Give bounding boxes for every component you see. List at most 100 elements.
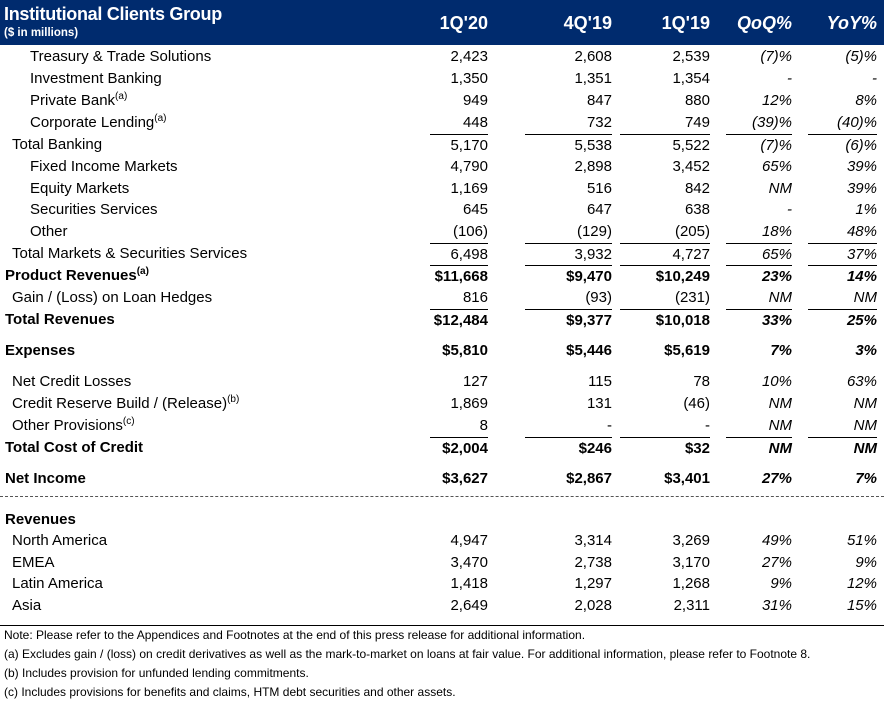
footnote-c: (c) Includes provisions for benefits and… — [4, 685, 456, 699]
table-subtitle: ($ in millions) — [4, 27, 79, 39]
value-1q20: 448 — [462, 114, 488, 131]
footnote-marker: (a) — [136, 266, 149, 277]
value-yoy: 51% — [846, 532, 877, 549]
column-header-yoy: YoY% — [826, 13, 877, 33]
value-1q20: $11,668 — [430, 265, 488, 287]
row-label-text: Total Revenues — [5, 311, 115, 328]
value-1q20: 4,947 — [450, 532, 488, 549]
value-qoq: (7)% — [726, 134, 792, 156]
section-divider — [0, 496, 884, 497]
value-yoy: 1% — [855, 201, 877, 218]
row-label: Other — [30, 221, 68, 242]
row-label: Fixed Income Markets — [30, 156, 178, 177]
value-4q19: $9,377 — [525, 309, 612, 331]
value-qoq: 23% — [726, 265, 792, 287]
table-row: Gain / (Loss) on Loan Hedges 816 (93) (231)… — [0, 287, 884, 308]
row-label: Net Income — [5, 468, 86, 489]
value-1q19: - — [705, 417, 710, 434]
row-label: North America — [12, 530, 107, 551]
value-1q19: 78 — [693, 373, 710, 390]
value-1q19: (231) — [674, 289, 710, 306]
value-yoy: 25% — [808, 309, 877, 331]
value-1q20: 6,498 — [430, 243, 488, 265]
value-qoq: - — [787, 201, 792, 218]
notes-divider — [0, 625, 884, 626]
row-label: Total Cost of Credit — [5, 437, 143, 458]
table-row: Other (106) (129) (205) 18% 48% — [0, 221, 884, 242]
row-label: Total Revenues — [5, 309, 115, 330]
value-1q19: (205) — [674, 223, 710, 240]
row-label-text: Private Bank — [30, 92, 116, 109]
value-4q19: $246 — [525, 437, 612, 459]
value-yoy: 3% — [855, 342, 877, 359]
value-qoq: 33% — [726, 309, 792, 331]
row-label: Investment Banking — [30, 68, 162, 89]
footnote-marker: (c) — [122, 416, 135, 427]
value-1q20: 2,649 — [450, 597, 488, 614]
value-qoq: 27% — [761, 554, 792, 571]
value-4q19: (129) — [576, 223, 612, 240]
value-1q19: 3,452 — [672, 158, 710, 175]
value-qoq: 12% — [761, 92, 792, 109]
value-1q20: 127 — [462, 373, 488, 390]
value-qoq: 9% — [770, 575, 792, 592]
column-header-1q20: 1Q'20 — [439, 13, 488, 33]
value-1q19: 880 — [684, 92, 710, 109]
footnote-marker: (b) — [227, 394, 240, 405]
value-yoy: 14% — [808, 265, 877, 287]
value-yoy: NM — [853, 395, 877, 412]
table-row: Total Markets & Securities Services 6,498… — [0, 243, 884, 264]
value-1q20: 1,169 — [450, 180, 488, 197]
row-label-text: Other — [30, 223, 68, 240]
value-1q19: $10,018 — [620, 309, 710, 331]
value-qoq: 27% — [761, 470, 792, 487]
value-1q20: $2,004 — [430, 437, 488, 459]
row-label-text: Product Revenues — [5, 267, 137, 284]
note-general: Note: Please refer to the Appendices and… — [4, 628, 586, 642]
row-label-text: Investment Banking — [30, 70, 162, 87]
value-4q19: 2,608 — [574, 48, 612, 65]
value-4q19: $2,867 — [566, 470, 612, 487]
value-1q20: 3,470 — [450, 554, 488, 571]
value-1q20: $5,810 — [442, 342, 488, 359]
row-label: Asia — [12, 595, 41, 616]
value-yoy: (6)% — [808, 134, 877, 156]
row-label: EMEA — [12, 552, 55, 573]
row-label-text: Total Cost of Credit — [5, 439, 144, 456]
table-row: Product Revenues(a) $11,668 $9,470 $10,249 2… — [0, 265, 884, 286]
value-qoq: (39)% — [751, 114, 792, 131]
table-row: Investment Banking 1,350 1,351 1,354 - - — [0, 68, 884, 89]
row-label: Total Banking — [12, 134, 102, 155]
table-row: Asia 2,649 2,028 2,311 31% 15% — [0, 595, 884, 616]
row-label: Product Revenues(a) — [5, 265, 149, 286]
value-qoq: 65% — [761, 158, 792, 175]
value-1q19: $3,401 — [664, 470, 710, 487]
row-label-text: Securities Services — [30, 201, 158, 218]
row-label: Private Bank(a) — [30, 90, 127, 111]
value-qoq — [726, 509, 792, 530]
row-label-text: North America — [12, 532, 108, 549]
row-label: Securities Services — [30, 199, 158, 220]
table-row: Total Banking 5,170 5,538 5,522 (7)% (6)% — [0, 134, 884, 155]
row-label-text: Net Income — [5, 470, 86, 487]
footnote-marker: (a) — [154, 113, 167, 124]
value-1q20: 949 — [462, 92, 488, 109]
value-yoy: 63% — [846, 373, 877, 390]
value-1q19: 4,727 — [620, 243, 710, 265]
column-header-qoq: QoQ% — [736, 13, 792, 33]
row-label-text: Latin America — [12, 575, 103, 592]
row-label: Credit Reserve Build / (Release)(b) — [12, 393, 239, 414]
row-label-text: Corporate Lending — [30, 114, 155, 131]
value-1q19: (46) — [683, 395, 710, 412]
table-row: Net Income $3,627 $2,867 $3,401 27% 7% — [0, 468, 884, 489]
table-row: Equity Markets 1,169 516 842 NM 39% — [0, 178, 884, 199]
value-1q19: 1,354 — [672, 70, 710, 87]
value-4q19: 3,314 — [574, 532, 612, 549]
value-1q20: $3,627 — [442, 470, 488, 487]
value-yoy: - — [872, 70, 877, 87]
value-qoq: NM — [768, 289, 792, 306]
value-4q19: 647 — [586, 201, 612, 218]
value-qoq: 7% — [770, 342, 792, 359]
row-label: Equity Markets — [30, 178, 129, 199]
